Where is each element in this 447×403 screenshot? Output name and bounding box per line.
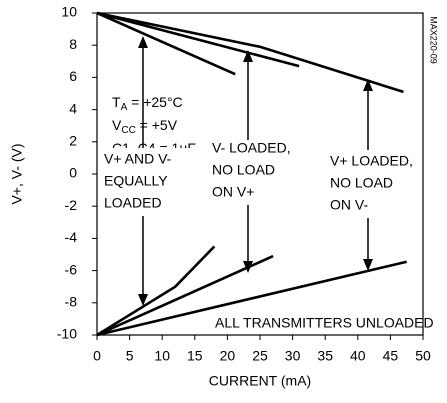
x-tick-label: 50 [415,348,431,364]
annotation-background [212,314,421,334]
condition-subscript: A [121,102,128,113]
data-line [96,245,216,337]
condition-text: VCC = +5V [112,117,178,136]
annotation-text: V- LOADED, [212,140,291,156]
annotation-text: V+ LOADED, [330,153,413,169]
y-tick-label: 10 [61,4,77,20]
x-tick-label: 20 [220,348,236,364]
x-tick-label: 0 [93,348,101,364]
y-tick-label: -4 [65,229,78,245]
x-tick-label: 10 [154,348,170,364]
figure-code: MAX220-09 [429,16,439,64]
y-tick-label: 0 [69,165,77,181]
data-line [96,11,236,76]
condition-rest: = +5V [136,117,178,133]
annotation-background [208,137,296,205]
annotation-text: EQUALLY [104,173,168,189]
annotation-text: V+ AND V- [104,151,172,167]
x-tick-label: 30 [285,348,301,364]
condition-main: T [112,94,121,110]
condition-main: V [112,117,122,133]
y-tick-label: -6 [65,261,78,277]
condition-text: TA = +25°C [112,94,183,113]
annotation-text: ON V+ [212,184,254,200]
data-line [96,260,407,337]
x-tick-label: 45 [383,348,399,364]
x-axis-label: CURRENT (mA) [209,373,311,389]
y-tick-label: -2 [65,197,78,213]
annotation-text: ON V- [330,197,368,213]
x-tick-label: 5 [126,348,134,364]
condition-rest: = +25°C [127,94,182,110]
data-line [96,254,274,337]
y-tick-label: 6 [69,68,77,84]
annotation-text: NO LOAD [330,175,393,191]
x-tick-label: 35 [317,348,333,364]
data-line [96,11,300,68]
y-tick-label: 2 [69,133,77,149]
condition-subscript: CC [121,125,135,136]
annotation-text: ALL TRANSMITTERS UNLOADED [215,315,434,331]
x-tick-label: 25 [252,348,268,364]
y-tick-label: -10 [57,326,77,342]
annotation-background [326,150,414,218]
y-tick-label: -8 [65,294,78,310]
y-tick-label: 8 [69,36,77,52]
y-axis-label: V+, V- (V) [9,143,25,204]
annotation-text: LOADED [104,195,162,211]
arrows [138,36,373,306]
annotation-text: NO LOAD [212,162,275,178]
x-tick-label: 40 [350,348,366,364]
y-tick-label: 4 [69,100,77,116]
x-tick-label: 15 [187,348,203,364]
annotation-background [101,148,197,216]
data-line [96,11,404,94]
